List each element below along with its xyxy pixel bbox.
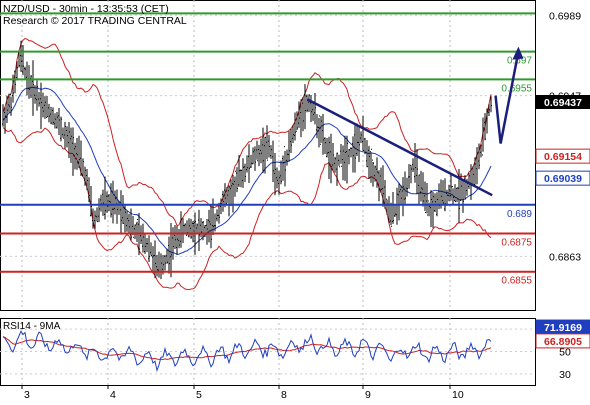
trendline: [307, 98, 493, 197]
support-resistance-levels: 0.697 0.6955 0.689 0.6875 0.6855: [0, 12, 535, 287]
rsi-ma-value-text: 66.8905: [544, 336, 582, 348]
lower-band-value-box: [535, 148, 590, 164]
x-tick-label: 4: [110, 389, 116, 400]
x-tick-label: 10: [452, 389, 464, 400]
price-bars: [2, 40, 492, 280]
rsi-lines: [2, 330, 492, 373]
x-tick-label: 5: [196, 389, 202, 400]
main-grid: [0, 0, 536, 311]
level-label: 0.6855: [501, 276, 532, 287]
x-tick-label: 3: [24, 389, 30, 400]
bollinger-lower: [2, 127, 492, 291]
level-label: 0.697: [507, 56, 532, 67]
chart-copyright: Research © 2017 TRADING CENTRAL: [3, 15, 187, 27]
price-tick-label: 0.6989: [549, 10, 581, 22]
chart-title: NZD/USD - 30min - 13:35:53 (CET): [3, 3, 169, 15]
moving-average-value-text: 0.69039: [544, 173, 582, 185]
projection-arrowhead: [512, 46, 524, 60]
projection-path: [494, 51, 520, 144]
level-label: 0.689: [507, 209, 532, 220]
trendline-layer: [307, 46, 524, 197]
price-tick-label: 0.6863: [549, 251, 581, 263]
rsi-line: [2, 330, 492, 373]
bollinger-bands: [2, 37, 492, 291]
level-label: 0.6955: [501, 83, 532, 94]
rsi-title: RSI14 - 9MA: [3, 321, 61, 332]
current-price-text: 0.69437: [544, 97, 582, 109]
moving-average-value-box: [535, 170, 590, 186]
rsi-ma-value-box: [535, 333, 590, 349]
current-price-box: [536, 94, 590, 109]
rsi-ma-line: [2, 336, 492, 361]
bollinger-upper: [2, 37, 492, 227]
bottom-axis: 3 4 5 8 9 10: [21, 385, 464, 401]
rsi-grid: [0, 318, 536, 386]
moving-average: [2, 86, 492, 255]
x-tick-label: 8: [281, 389, 287, 400]
rsi-tick-label: 30: [559, 369, 571, 381]
moving-average-line: [2, 86, 492, 255]
right-axis: 0.69890.69470.68630.694370.691540.690397…: [535, 10, 590, 381]
level-label: 0.6875: [501, 237, 532, 248]
x-tick-label: 9: [365, 389, 371, 400]
lower-band-value-text: 0.69154: [544, 151, 582, 163]
rsi-value-text: 71.9169: [544, 322, 582, 334]
rsi-tick-label: 50: [559, 347, 571, 359]
